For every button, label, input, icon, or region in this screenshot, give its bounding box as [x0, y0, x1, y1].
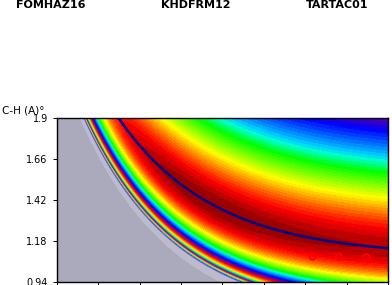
Text: TARTAC01: TARTAC01: [306, 0, 368, 10]
Text: KHDFRM12: KHDFRM12: [161, 0, 231, 10]
Text: C-H (A)°: C-H (A)°: [2, 105, 44, 115]
Text: FOMHAZ16: FOMHAZ16: [16, 0, 86, 10]
